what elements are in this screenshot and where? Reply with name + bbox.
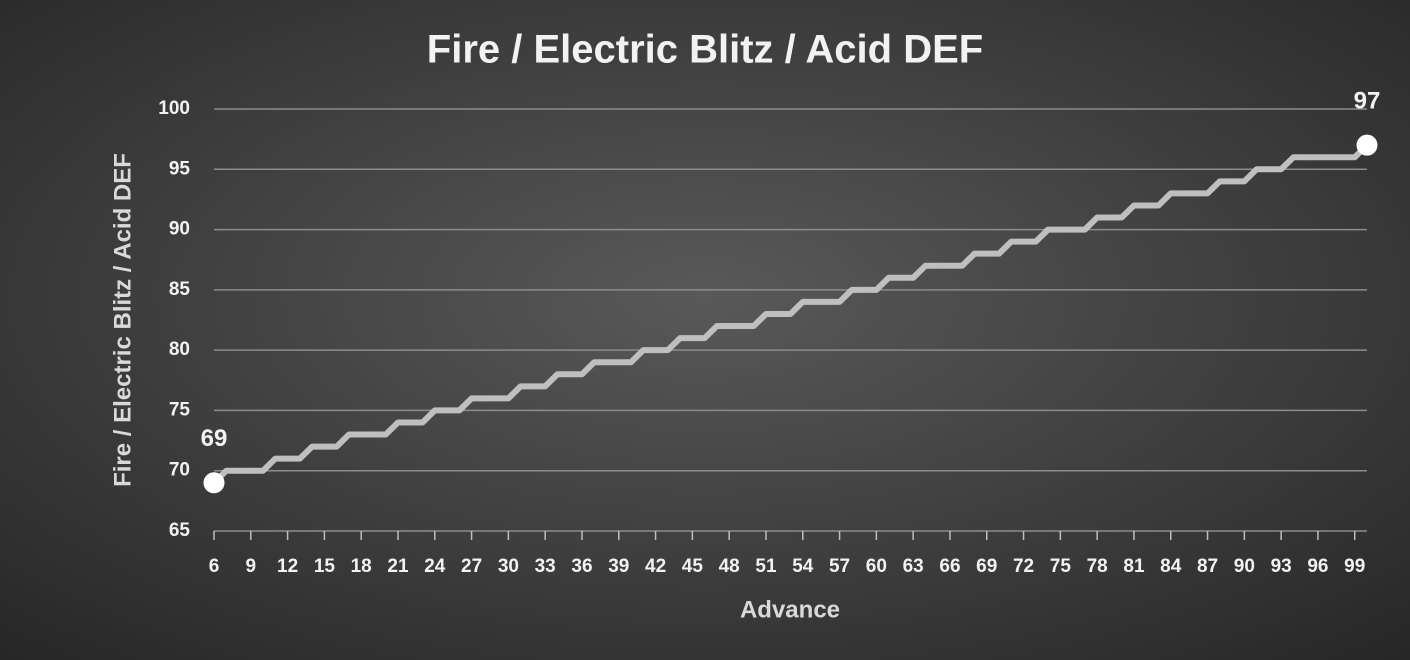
- x-tick-label: 63: [903, 556, 924, 577]
- x-tick-label: 27: [461, 556, 482, 577]
- y-tick-label: 100: [158, 98, 190, 119]
- x-tick-label: 33: [535, 556, 556, 577]
- x-tick-label: 81: [1123, 556, 1145, 577]
- x-tick-label: 57: [829, 556, 850, 577]
- y-tick-label: 70: [169, 460, 190, 481]
- x-tick-label: 36: [571, 556, 592, 577]
- x-tick-label: 12: [277, 556, 298, 577]
- line: [211, 143, 1370, 485]
- x-tick-label: 51: [755, 556, 777, 577]
- y-tick-label: 85: [169, 279, 191, 300]
- x-tick-label: 15: [314, 556, 336, 577]
- x-tick-label: 78: [1087, 556, 1108, 577]
- x-tick-label: 54: [792, 556, 814, 577]
- x-tick-label: 90: [1234, 556, 1255, 577]
- x-tick-label: 75: [1050, 556, 1072, 577]
- x-tick-label: 48: [719, 556, 740, 577]
- x-tick-label: 87: [1197, 556, 1218, 577]
- y-tick-label: 65: [169, 520, 191, 541]
- x-tick-label: 18: [351, 556, 372, 577]
- data-label: 97: [1354, 88, 1381, 115]
- x-tick-label: 21: [387, 556, 409, 577]
- data-label: 69: [201, 425, 228, 452]
- x-tick-label: 72: [1013, 556, 1034, 577]
- x-tick-label: 45: [682, 556, 704, 577]
- x-tick-label: 69: [976, 556, 997, 577]
- y-tick-label: 80: [169, 339, 190, 360]
- x-tick-label: 60: [866, 556, 887, 577]
- x-tick-label: 66: [939, 556, 960, 577]
- x-tick-label: 24: [424, 556, 446, 577]
- chart-title: Fire / Electric Blitz / Acid DEF: [427, 28, 983, 72]
- y-tick-label: 95: [169, 158, 191, 179]
- y-tick-label: 90: [169, 219, 190, 240]
- end-marker: [1356, 134, 1378, 156]
- x-tick-label: 9: [246, 556, 257, 577]
- x-tick-label: 42: [645, 556, 666, 577]
- x-axis-title: Advance: [740, 596, 840, 623]
- x-tick-label: 39: [608, 556, 629, 577]
- end-marker: [203, 472, 225, 494]
- y-axis-title: Fire / Electric Blitz / Acid DEF: [109, 153, 136, 487]
- x-tick-label: 30: [498, 556, 519, 577]
- y-tick-label: 75: [169, 399, 191, 420]
- x-tick-label: 96: [1307, 556, 1328, 577]
- x-tick-label: 99: [1344, 556, 1365, 577]
- x-tick-label: 6: [209, 556, 220, 577]
- x-tick-label: 93: [1271, 556, 1292, 577]
- x-tick-label: 84: [1160, 556, 1182, 577]
